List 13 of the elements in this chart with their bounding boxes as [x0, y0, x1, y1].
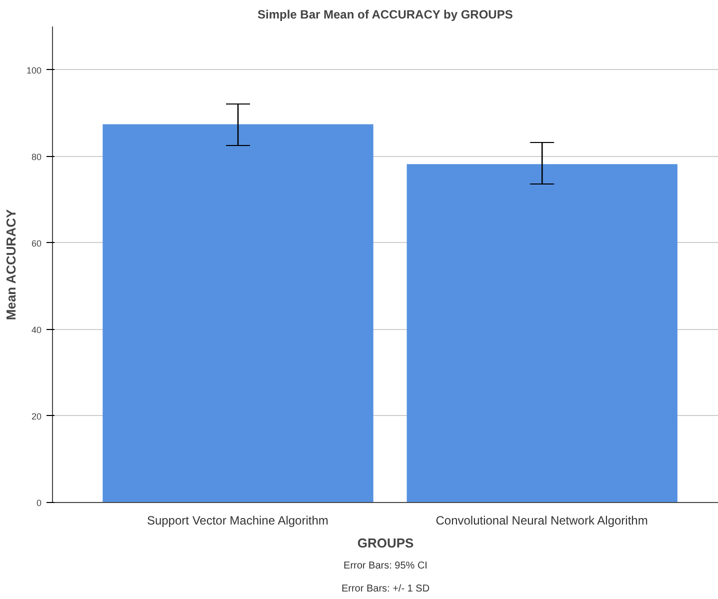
- text: Error Bars: 95% CI: [344, 560, 428, 572]
- y-tick-label: 40: [31, 324, 42, 335]
- y-tick-label: 60: [31, 238, 42, 248]
- y-tick-label: 20: [31, 411, 42, 422]
- x-tick-label: Convolutional Neural Network Algorithm: [436, 514, 648, 528]
- y-tick-label: 100: [26, 65, 42, 76]
- x-axis-title: GROUPS: [357, 536, 414, 550]
- y-axis-title: Mean ACCURACY: [3, 209, 18, 320]
- y-tick-label: 0: [36, 498, 42, 508]
- x-tick-label: Support Vector Machine Algorithm: [146, 514, 328, 528]
- y-tick-label: 80: [31, 152, 42, 162]
- chart-title: Simple Bar Mean of ACCURACY by GROUPS: [257, 8, 513, 22]
- text: Error Bars: +/- 1 SD: [341, 584, 430, 594]
